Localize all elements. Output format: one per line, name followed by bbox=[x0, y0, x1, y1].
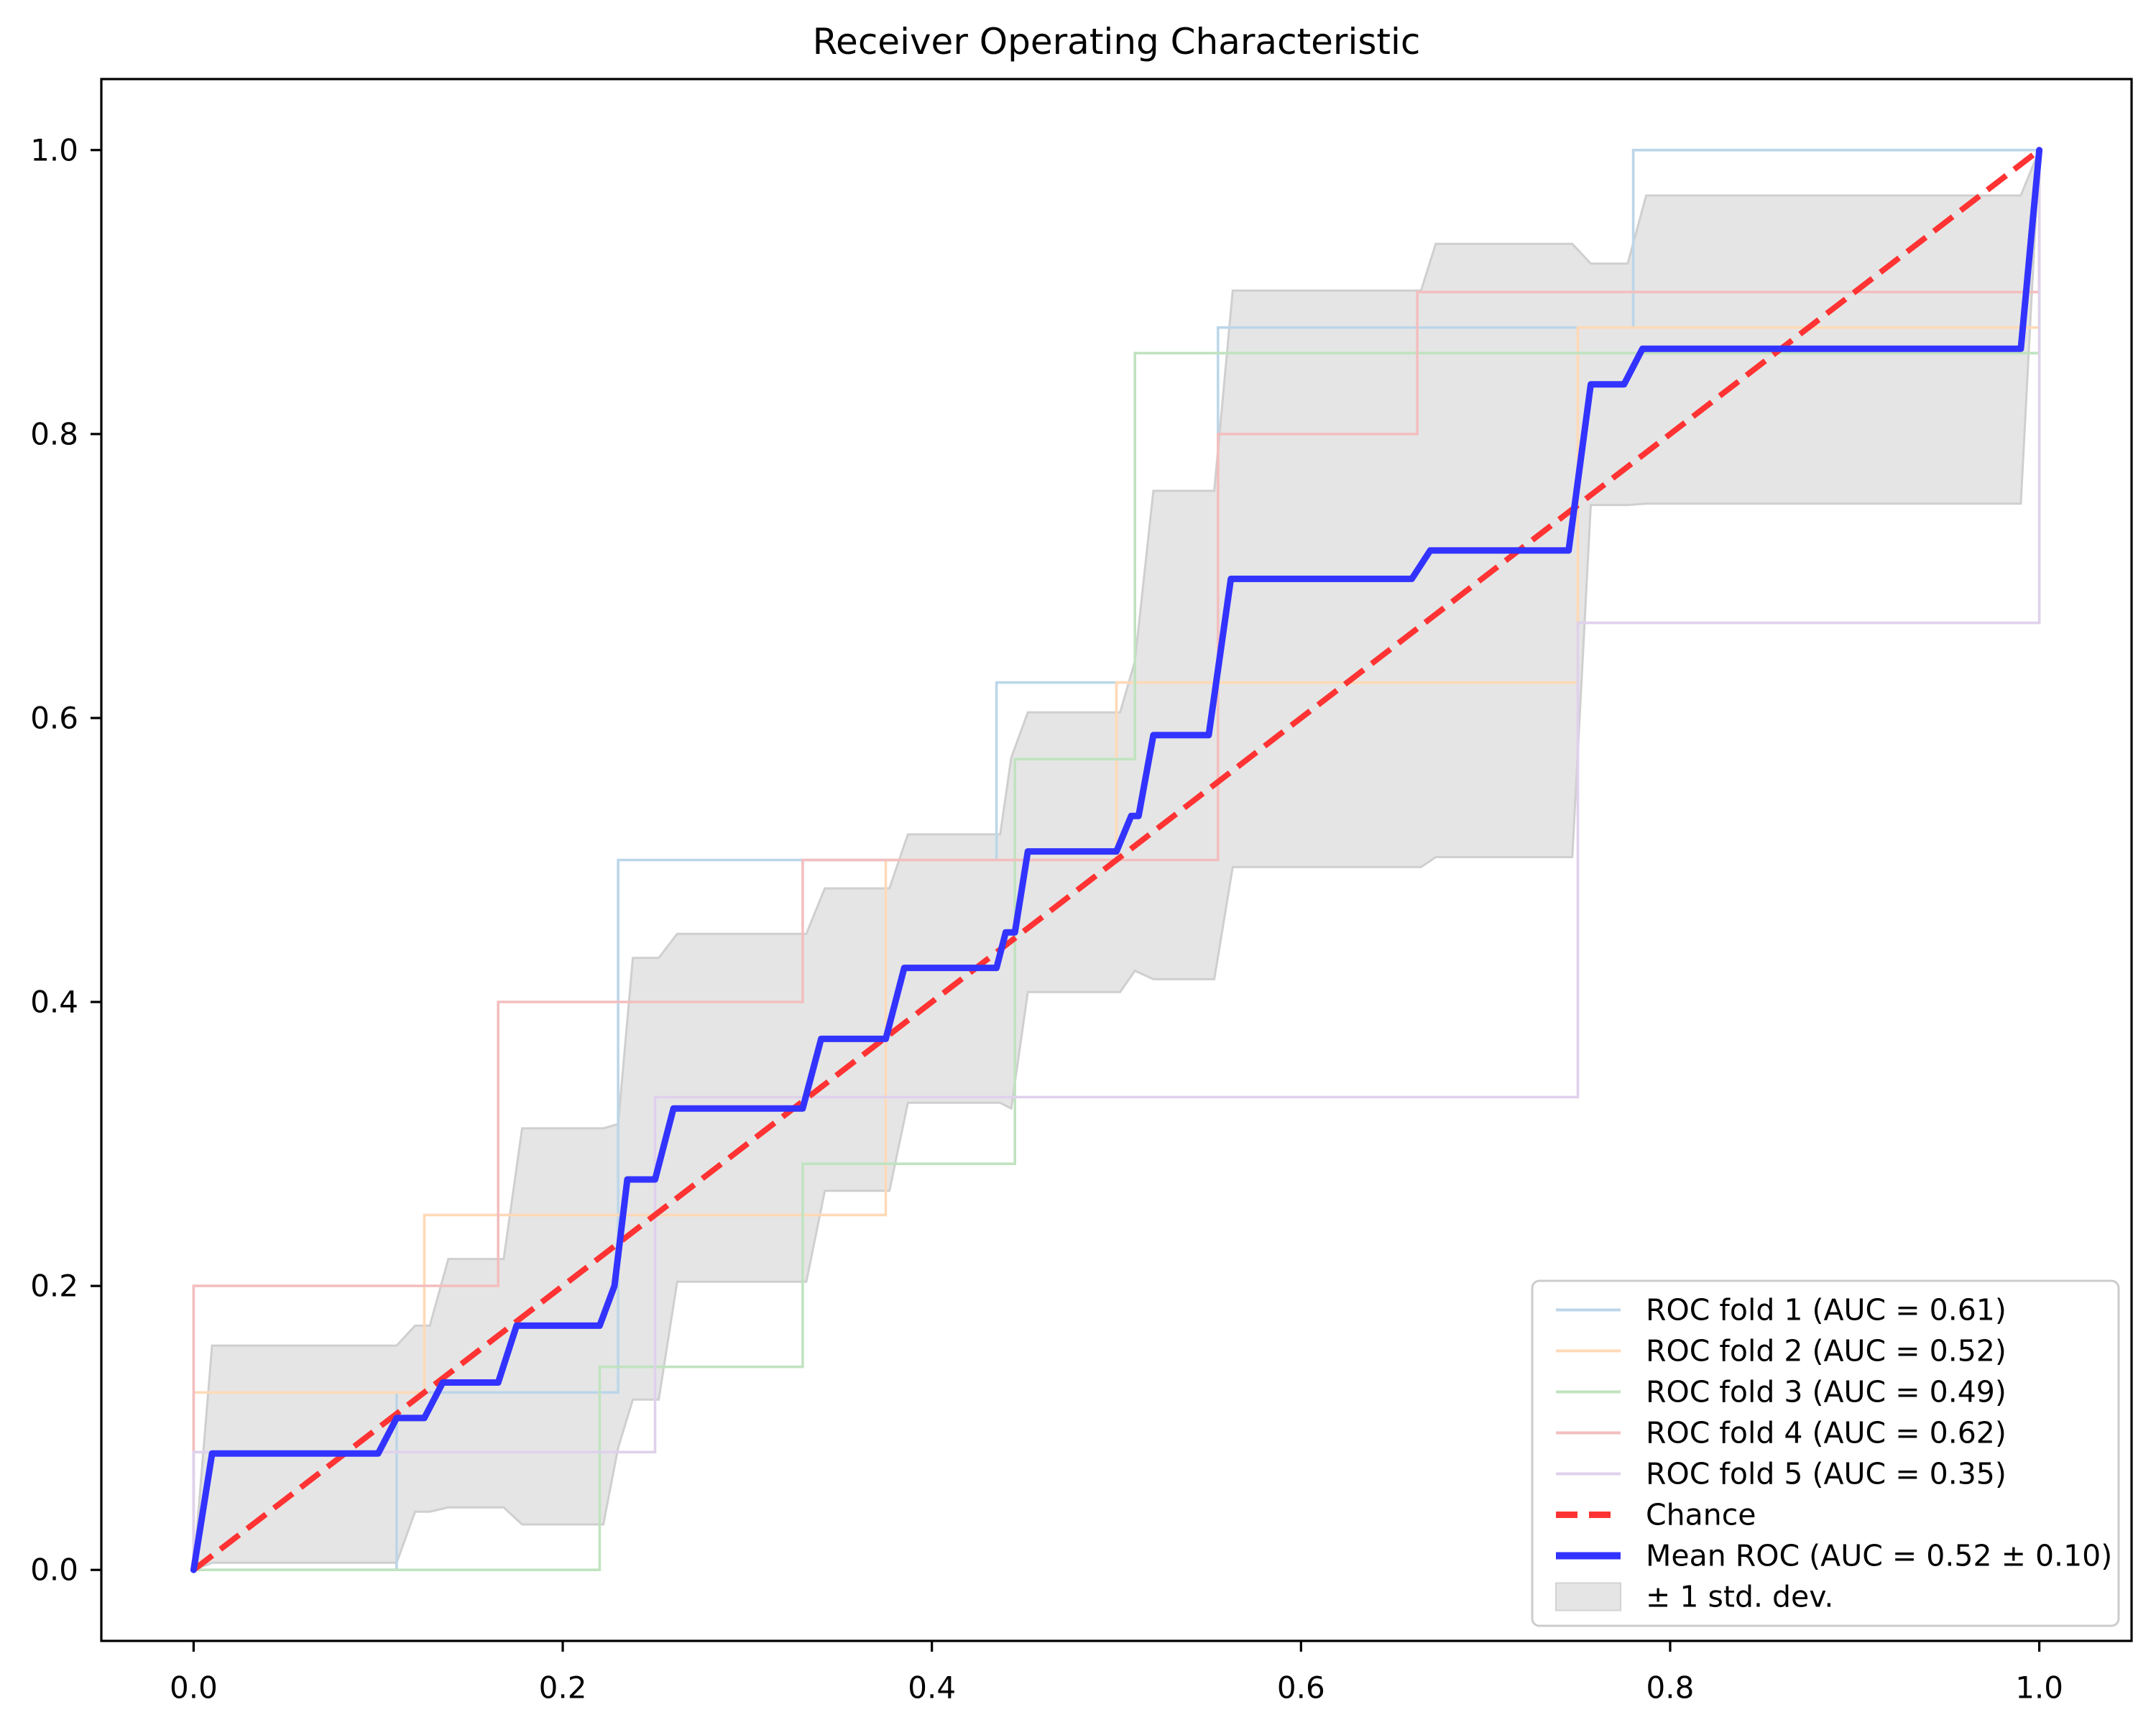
x-tick-label: 0.4 bbox=[908, 1670, 956, 1706]
legend-item-roc-fold-1-label: ROC fold 1 (AUC = 0.61) bbox=[1646, 1293, 2007, 1328]
legend-item-chance-label: Chance bbox=[1646, 1498, 1756, 1532]
roc-fold-3-line bbox=[193, 150, 2041, 1571]
x-tick-label: 0.0 bbox=[170, 1670, 218, 1706]
legend-item-roc-fold-1: ROC fold 1 (AUC = 0.61) bbox=[1556, 1293, 2007, 1328]
x-tick-label: 0.8 bbox=[1646, 1670, 1695, 1706]
legend-item-roc-fold-2: ROC fold 2 (AUC = 0.52) bbox=[1556, 1334, 2007, 1368]
legend-box bbox=[1531, 1279, 2120, 1627]
x-axis: 0.0 0.2 0.4 0.6 0.8 1.0 bbox=[170, 1641, 2063, 1706]
axes-frame bbox=[100, 78, 2133, 1642]
y-tick-label: 0.8 bbox=[30, 416, 78, 451]
legend-item-chance: Chance bbox=[1556, 1498, 1756, 1532]
legend-item-roc-fold-4-label: ROC fold 4 (AUC = 0.62) bbox=[1646, 1416, 2007, 1450]
legend-item-roc-fold-3-label: ROC fold 3 (AUC = 0.49) bbox=[1646, 1375, 2007, 1409]
mean-roc-line bbox=[190, 147, 2043, 1573]
x-tick-label: 0.6 bbox=[1277, 1670, 1325, 1706]
legend-item-std-dev-label: ± 1 std. dev. bbox=[1646, 1580, 1833, 1614]
y-tick-label: 0.2 bbox=[30, 1269, 78, 1304]
legend-item-roc-fold-3: ROC fold 3 (AUC = 0.49) bbox=[1556, 1375, 2007, 1409]
legend-item-roc-fold-2-label: ROC fold 2 (AUC = 0.52) bbox=[1646, 1334, 2007, 1368]
roc-fold-4-line bbox=[192, 150, 2041, 1570]
y-tick-label: 0.0 bbox=[30, 1552, 78, 1588]
legend: ROC fold 1 (AUC = 0.61) ROC fold 2 (AUC =… bbox=[1531, 1279, 2120, 1627]
legend-item-roc-fold-5-label: ROC fold 5 (AUC = 0.35) bbox=[1646, 1457, 2007, 1491]
legend-item-std-dev: ± 1 std. dev. bbox=[1555, 1580, 1833, 1614]
legend-item-mean-roc: Mean ROC (AUC = 0.52 ± 0.10) bbox=[1556, 1539, 2112, 1573]
chance-line bbox=[191, 147, 2042, 1573]
x-tick-label: 1.0 bbox=[2015, 1670, 2063, 1706]
std-dev-swatch-icon bbox=[1555, 1582, 1621, 1611]
y-tick-label: 0.6 bbox=[30, 700, 78, 735]
y-axis: 0.0 0.2 0.4 0.6 0.8 1.0 bbox=[30, 132, 101, 1588]
chart-title: Receiver Operating Characteristic bbox=[813, 21, 1421, 63]
y-tick-label: 1.0 bbox=[30, 132, 78, 167]
legend-item-roc-fold-4: ROC fold 4 (AUC = 0.62) bbox=[1556, 1416, 2007, 1450]
y-tick-label: 0.4 bbox=[30, 985, 78, 1020]
legend-item-mean-roc-label: Mean ROC (AUC = 0.52 ± 0.10) bbox=[1646, 1539, 2112, 1573]
x-tick-label: 0.2 bbox=[539, 1670, 587, 1706]
legend-item-roc-fold-5: ROC fold 5 (AUC = 0.35) bbox=[1556, 1457, 2007, 1491]
